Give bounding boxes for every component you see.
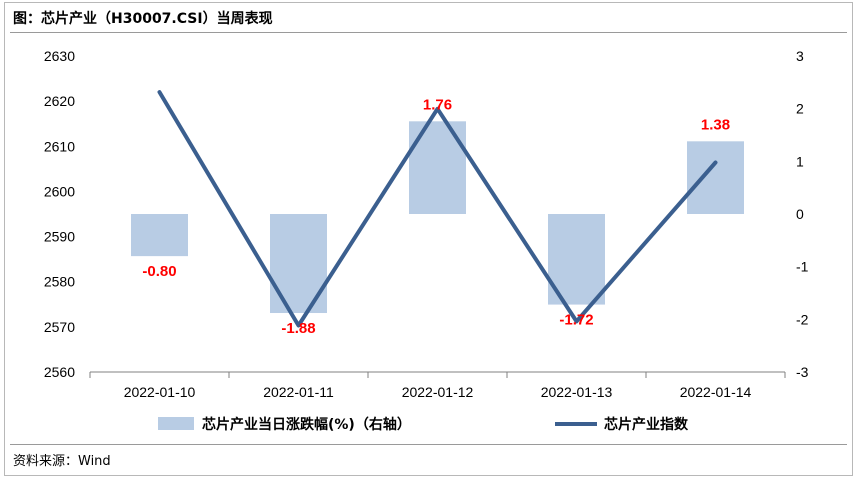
left-tick-label: 2630 (44, 48, 75, 64)
left-tick-label: 2610 (44, 138, 75, 154)
x-tick-label: 2022-01-14 (680, 384, 752, 400)
chart-title: 图：芯片产业（H30007.CSI）当周表现 (13, 11, 273, 27)
bar-data-labels: -0.80 -1.88 1.76 -1.72 1.38 (142, 96, 730, 337)
right-tick-label: -2 (796, 311, 809, 327)
bar (409, 121, 466, 214)
bar-data-label: 1.38 (701, 116, 730, 133)
bar (270, 214, 327, 314)
legend-bar-swatch (158, 417, 194, 430)
x-tick-label: 2022-01-10 (124, 384, 196, 400)
footer-divider (10, 444, 847, 445)
legend-line-label: 芯片产业指数 (604, 416, 689, 433)
bar-data-label: -1.88 (281, 320, 315, 337)
bar (687, 141, 744, 214)
left-tick-label: 2580 (44, 274, 75, 290)
left-tick-label: 2620 (44, 93, 75, 109)
legend-bar-label: 芯片产业当日涨跌幅(%)（右轴） (202, 416, 411, 433)
right-tick-label: 2 (796, 101, 804, 117)
x-axis: 2022-01-10 2022-01-11 2022-01-12 2022-01-13… (89, 371, 786, 400)
right-tick-label: 1 (796, 153, 804, 169)
right-tick-label: 0 (796, 206, 804, 222)
line-series (157, 90, 718, 328)
index-line (157, 90, 718, 328)
right-tick-label: -3 (796, 364, 809, 380)
right-axis: 3 2 1 0 -1 -2 -3 (796, 48, 809, 380)
x-tick-label: 2022-01-12 (402, 384, 474, 400)
chart-frame (4, 2, 853, 476)
right-tick-label: -1 (796, 259, 809, 275)
bar-data-label: 1.76 (423, 96, 452, 113)
bar-series (131, 121, 744, 314)
left-tick-label: 2590 (44, 229, 75, 245)
bar (131, 214, 188, 257)
source-note: 资料来源：Wind (13, 454, 111, 469)
x-tick-label: 2022-01-11 (263, 384, 334, 400)
bar-data-label: -0.80 (142, 263, 176, 280)
x-tick-label: 2022-01-13 (541, 384, 613, 400)
left-tick-label: 2600 (44, 183, 75, 199)
bar-data-label: -1.72 (559, 312, 593, 329)
left-tick-label: 2570 (44, 319, 75, 335)
title-divider (10, 32, 847, 33)
left-tick-label: 2560 (44, 364, 75, 380)
right-tick-label: 3 (796, 48, 804, 64)
legend: 芯片产业当日涨跌幅(%)（右轴） 芯片产业指数 (158, 416, 689, 433)
left-axis: 2630 2620 2610 2600 2590 2580 2570 2560 (44, 48, 75, 380)
